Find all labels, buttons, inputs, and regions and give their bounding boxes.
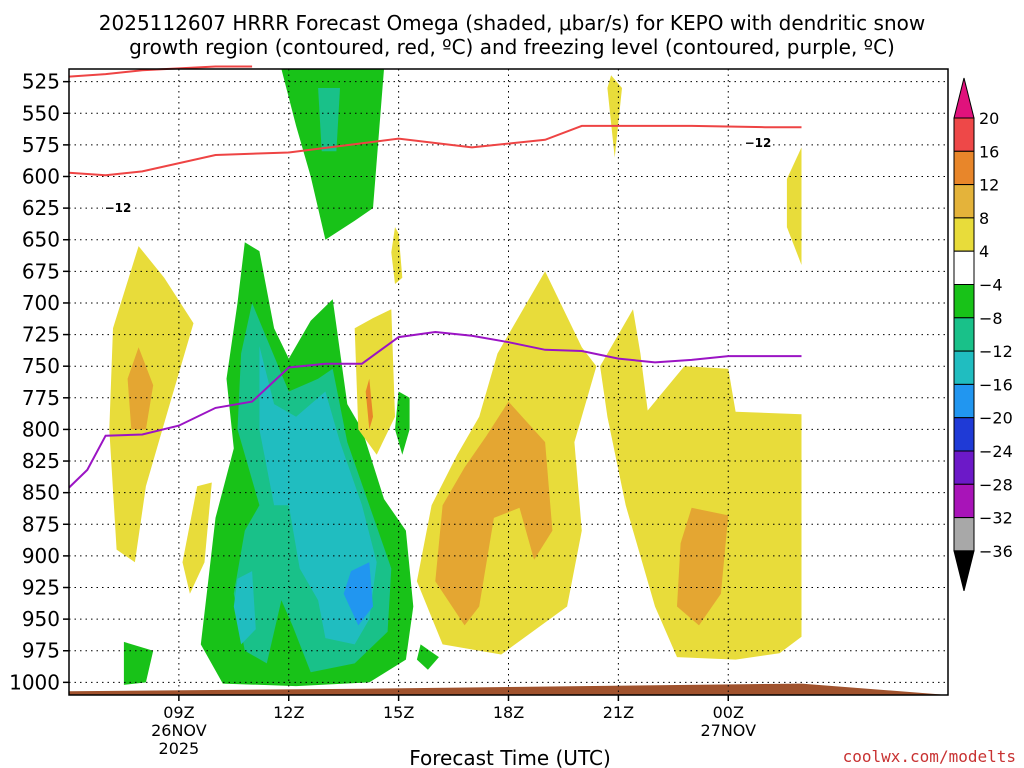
colorbar-bottom-arrow [953,550,975,592]
colorbar: 20 16 12 8 4 −4 −8 −12 −16 −20 −24 −28 −32 −36 [953,77,1013,592]
colorbar-segment-8 [953,383,975,419]
y-tick-label-975: 975 [22,639,60,663]
colorbar-segment-6 [953,317,975,352]
x-tick-label-00Z: 00Z [713,703,744,722]
omega-region-descent-weak-10 [109,246,194,563]
colorbar-label-12: −32 [979,509,1013,528]
x-date-label-26NOV: 26NOV [151,721,207,740]
x-axis-label: Forecast Time (UTC) [409,746,611,768]
x-tick-label-18Z: 18Z [493,703,524,722]
y-tick-label-875: 875 [22,512,60,536]
omega-region-descent-weak-12 [182,482,212,594]
omega-region-ascent-max-4 [343,562,373,626]
colorbar-label-2: 12 [979,176,999,195]
y-axis: 525 550 575 600 625 650 675 700 725 750 775 800 825 8… [9,70,69,694]
colorbar-label-4: 4 [979,242,989,261]
colorbar-segment-2 [953,184,975,219]
colorbar-label-0: 20 [979,109,999,128]
x-tick-label-15Z: 15Z [383,703,414,722]
x-year-label-2025: 2025 [159,739,200,758]
colorbar-label-3: 8 [979,209,989,228]
chart-title-line2: growth region (contoured, red, ºC) and f… [129,35,895,59]
colorbar-segment-7 [953,350,975,385]
chart-title-line1: 2025112607 HRRR Forecast Omega (shaded, … [99,11,925,35]
y-tick-label-575: 575 [22,133,60,157]
dgz-label-left-bg [103,199,133,215]
colorbar-segment-3 [953,217,975,252]
colorbar-segment-12 [953,517,975,552]
x-date-label-27NOV: 27NOV [700,721,756,740]
y-tick-label-650: 650 [22,228,60,252]
grid-lines [69,69,948,695]
colorbar-label-8: −16 [979,375,1013,394]
y-tick-label-725: 725 [22,323,60,347]
colorbar-segment-4 [953,250,975,285]
colorbar-label-5: −4 [979,276,1003,295]
y-tick-label-675: 675 [22,259,60,283]
colorbar-segment-0 [953,117,975,152]
credit-text: coolwx.com/modelts [843,747,1016,766]
y-tick-label-950: 950 [22,607,60,631]
dgz-label-right-bg [743,134,773,150]
colorbar-label-10: −24 [979,442,1013,461]
omega-region-descent-moderate-17 [435,401,553,626]
y-tick-label-625: 625 [22,196,60,220]
omega-region-descent-moderate-11 [127,347,154,430]
omega-region-ascent-strong-3 [233,571,256,645]
colorbar-segment-5 [953,284,975,319]
y-tick-label-925: 925 [22,576,60,600]
colorbar-segment-11 [953,483,975,519]
dgz-upper-contour-line [68,65,253,78]
colorbar-segment-9 [953,417,975,452]
colorbar-label-7: −12 [979,342,1013,361]
omega-region-ascent-weak-8 [123,641,154,685]
y-tick-label-1000: 1000 [9,670,60,694]
y-tick-label-600: 600 [22,164,60,188]
colorbar-top-arrow [953,77,975,119]
omega-region-descent-weak-13 [354,309,395,455]
y-tick-label-700: 700 [22,291,60,315]
y-tick-label-775: 775 [22,386,60,410]
colorbar-segment-10 [953,450,975,485]
colorbar-label-13: −36 [979,542,1013,561]
omega-region-descent-weak-19 [600,309,802,660]
y-tick-label-900: 900 [22,544,60,568]
omega-region-ascent-strong-2 [259,346,377,645]
dgz-label-left: −12 [105,201,132,215]
y-tick-label-850: 850 [22,481,60,505]
x-tick-label-09Z: 09Z [163,703,194,722]
x-tick-label-12Z: 12Z [273,703,304,722]
x-tick-label-21Z: 21Z [603,703,634,722]
colorbar-label-9: −20 [979,409,1013,428]
omega-region-descent-weak-18 [607,75,622,158]
freezing-level-line [68,330,802,489]
colorbar-segment-1 [953,150,975,186]
y-tick-label-550: 550 [22,101,60,125]
y-tick-label-825: 825 [22,449,60,473]
omega-shading-layer [109,69,802,687]
colorbar-label-11: −28 [979,475,1013,494]
colorbar-label-1: 16 [979,142,999,161]
omega-region-descent-moderate-20 [677,507,729,626]
dgz-label-right: −12 [745,136,772,150]
omega-region-descent-strong-14 [365,378,373,430]
y-tick-label-525: 525 [22,70,60,94]
omega-region-ascent-weak-5 [281,69,384,240]
omega-region-ascent-moderate-6 [318,88,340,152]
omega-region-descent-weak-15 [391,227,403,284]
dgz-contour-line [68,124,802,177]
y-tick-label-800: 800 [22,417,60,441]
y-tick-label-750: 750 [22,354,60,378]
colorbar-label-6: −8 [979,309,1003,328]
